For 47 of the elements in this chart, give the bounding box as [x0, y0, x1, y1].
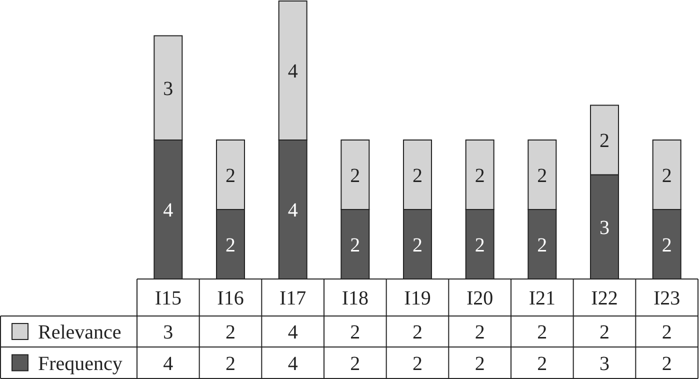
text: 3: [163, 322, 174, 344]
x-tick-label: I15: [154, 288, 182, 310]
data-label: 2: [226, 164, 236, 187]
text: 2: [412, 322, 422, 344]
data-label: 3: [600, 216, 610, 239]
text: 3: [600, 352, 610, 375]
data-label: 2: [537, 234, 548, 256]
data-label: 2: [474, 234, 485, 256]
legend-label: Frequency: [38, 352, 122, 375]
data-label: 2: [350, 234, 360, 256]
data-label: 2: [412, 234, 422, 256]
text: 2: [350, 352, 360, 375]
data-label: 2: [350, 164, 360, 187]
data-label: 4: [163, 200, 174, 222]
text: 2: [412, 352, 422, 375]
x-tick-label: I23: [653, 288, 680, 310]
text: 2: [474, 352, 485, 375]
data-label: 2: [537, 164, 548, 187]
data-label: 2: [662, 234, 672, 256]
x-tick-label: I22: [591, 288, 618, 310]
text: 2: [350, 322, 360, 344]
data-label: 4: [288, 200, 298, 222]
data-label: 2: [226, 234, 236, 256]
data-label: 2: [600, 130, 610, 152]
x-tick-label: I21: [528, 288, 556, 310]
x-tick-label: I17: [279, 288, 306, 310]
text: 4: [288, 352, 298, 375]
x-tick-label: I16: [217, 288, 244, 310]
x-tick-label: I20: [466, 288, 494, 310]
text: 2: [662, 322, 672, 344]
legend-label: Relevance: [38, 322, 122, 344]
data-label: 2: [662, 164, 672, 187]
x-tick-label: I18: [342, 288, 369, 310]
text: 2: [226, 322, 236, 344]
text: 2: [537, 352, 548, 375]
text: 4: [288, 322, 298, 344]
text: 2: [474, 322, 485, 344]
text: 2: [662, 352, 672, 375]
text: 2: [537, 322, 548, 344]
data-label: 2: [412, 164, 422, 187]
text: 2: [226, 352, 236, 375]
data-label: 3: [163, 78, 174, 100]
x-tick-label: I19: [404, 288, 431, 310]
data-label: 4: [288, 60, 298, 82]
text: 2: [600, 322, 610, 344]
data-label: 2: [474, 164, 485, 187]
text: 4: [163, 352, 174, 375]
